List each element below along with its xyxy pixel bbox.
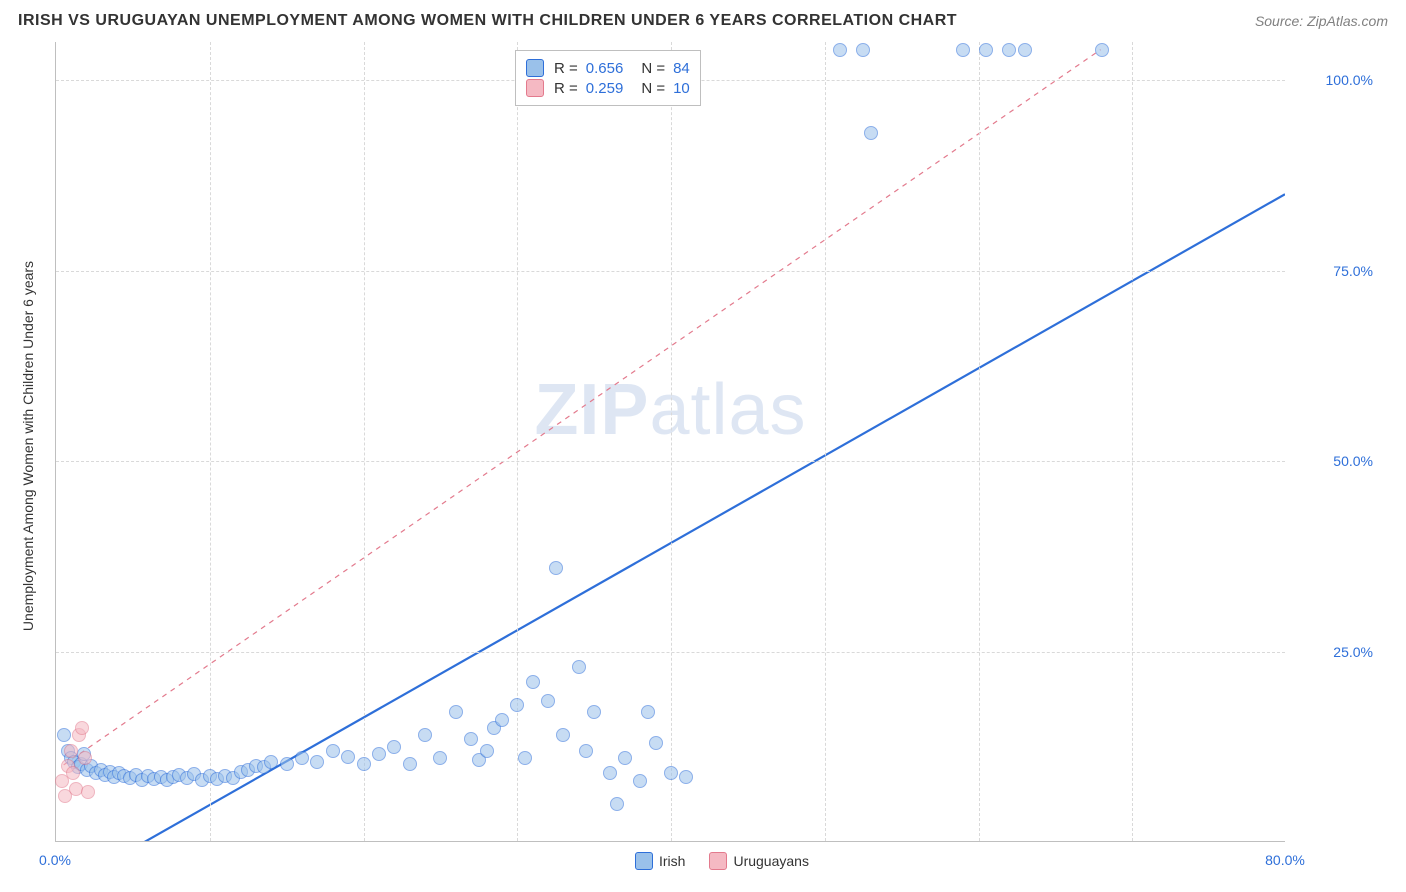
stats-row-irish: R = 0.656 N = 84 — [526, 59, 690, 77]
scatter-point-irish — [641, 705, 655, 719]
scatter-point-irish — [357, 757, 371, 771]
x-tick-label: 0.0% — [39, 852, 71, 868]
stats-row-uruguayan: R = 0.259 N = 10 — [526, 79, 690, 97]
y-tick-label: 100.0% — [1293, 72, 1373, 88]
gridline-vertical — [825, 42, 826, 841]
y-axis-label: Unemployment Among Women with Children U… — [20, 261, 36, 631]
scatter-point-irish — [295, 751, 309, 765]
gridline-vertical — [210, 42, 211, 841]
scatter-point-irish — [464, 732, 478, 746]
swatch-uruguayan — [526, 79, 544, 97]
stat-n-value: 10 — [673, 80, 690, 97]
y-tick-label: 50.0% — [1293, 453, 1373, 469]
scatter-point-irish — [572, 660, 586, 674]
scatter-point-irish — [57, 728, 71, 742]
legend-label-uruguayan: Uruguayans — [733, 853, 809, 869]
gridline-vertical — [1132, 42, 1133, 841]
stat-n-label: N = — [641, 60, 665, 77]
x-tick-label: 80.0% — [1265, 852, 1305, 868]
scatter-point-irish — [679, 770, 693, 784]
scatter-point-irish — [833, 43, 847, 57]
stats-box: R = 0.656 N = 84 R = 0.259 N = 10 — [515, 50, 701, 106]
scatter-point-uruguayan — [78, 751, 92, 765]
scatter-point-irish — [1095, 43, 1109, 57]
scatter-point-irish — [341, 750, 355, 764]
scatter-point-irish — [956, 43, 970, 57]
scatter-point-irish — [549, 561, 563, 575]
scatter-point-irish — [526, 675, 540, 689]
legend-swatch-uruguayan — [709, 852, 727, 870]
scatter-point-uruguayan — [81, 785, 95, 799]
stat-r-value: 0.259 — [586, 80, 624, 97]
scatter-point-irish — [495, 713, 509, 727]
scatter-point-irish — [541, 694, 555, 708]
legend-item-uruguayan: Uruguayans — [709, 852, 809, 870]
scatter-point-uruguayan — [64, 744, 78, 758]
scatter-point-uruguayan — [75, 721, 89, 735]
scatter-point-irish — [618, 751, 632, 765]
scatter-point-irish — [264, 755, 278, 769]
legend-label-irish: Irish — [659, 853, 685, 869]
scatter-point-irish — [856, 43, 870, 57]
scatter-point-irish — [603, 766, 617, 780]
gridline-vertical — [364, 42, 365, 841]
scatter-point-irish — [556, 728, 570, 742]
stat-r-value: 0.656 — [586, 60, 624, 77]
trend-line-uruguayan — [64, 50, 1101, 765]
stat-r-label: R = — [554, 60, 578, 77]
scatter-point-irish — [433, 751, 447, 765]
scatter-point-irish — [449, 705, 463, 719]
source-label: Source: ZipAtlas.com — [1255, 13, 1388, 29]
scatter-point-irish — [518, 751, 532, 765]
trend-line-irish — [133, 194, 1285, 841]
scatter-point-irish — [979, 43, 993, 57]
gridline-vertical — [671, 42, 672, 841]
scatter-point-uruguayan — [66, 766, 80, 780]
scatter-point-irish — [864, 126, 878, 140]
watermark-text-b: atlas — [649, 370, 806, 450]
scatter-point-irish — [387, 740, 401, 754]
watermark-text-a: ZIP — [534, 370, 649, 450]
gridline-vertical — [979, 42, 980, 841]
legend-bottom: Irish Uruguayans — [635, 852, 809, 870]
scatter-point-irish — [1018, 43, 1032, 57]
stat-n-label: N = — [641, 80, 665, 97]
scatter-point-irish — [633, 774, 647, 788]
scatter-point-irish — [326, 744, 340, 758]
scatter-point-irish — [403, 757, 417, 771]
scatter-point-irish — [610, 797, 624, 811]
scatter-point-irish — [1002, 43, 1016, 57]
swatch-irish — [526, 59, 544, 77]
scatter-point-irish — [280, 757, 294, 771]
legend-item-irish: Irish — [635, 852, 685, 870]
scatter-point-irish — [664, 766, 678, 780]
stat-r-label: R = — [554, 80, 578, 97]
scatter-point-irish — [372, 747, 386, 761]
scatter-point-irish — [310, 755, 324, 769]
scatter-point-irish — [418, 728, 432, 742]
gridline-vertical — [517, 42, 518, 841]
plot-area: ZIPatlas — [55, 42, 1285, 842]
stat-n-value: 84 — [673, 60, 690, 77]
scatter-point-irish — [649, 736, 663, 750]
scatter-point-irish — [510, 698, 524, 712]
scatter-point-irish — [587, 705, 601, 719]
chart-title: IRISH VS URUGUAYAN UNEMPLOYMENT AMONG WO… — [18, 12, 957, 30]
scatter-point-irish — [579, 744, 593, 758]
legend-swatch-irish — [635, 852, 653, 870]
y-tick-label: 75.0% — [1293, 263, 1373, 279]
scatter-point-irish — [480, 744, 494, 758]
y-tick-label: 25.0% — [1293, 644, 1373, 660]
